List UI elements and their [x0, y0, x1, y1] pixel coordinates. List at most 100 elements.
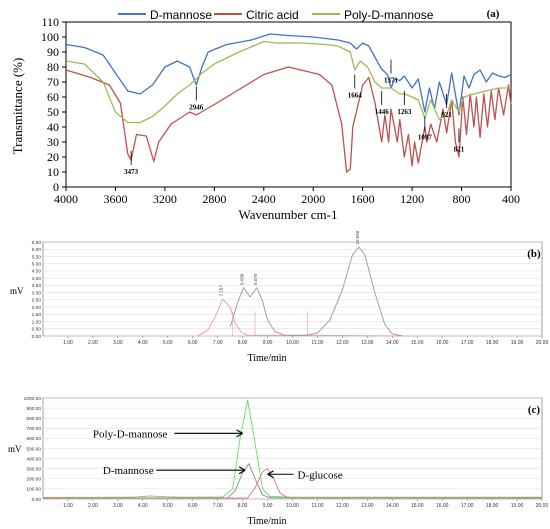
- hplc-c-annotation-poly-d-mannose: Poly-D-mannose: [93, 428, 168, 440]
- hplc-c-annotation-d-mannose: D-mannose: [103, 465, 154, 477]
- ftir-y-tick-label: 0: [53, 180, 59, 194]
- hplc-c-annotation-arrowhead: [238, 466, 246, 475]
- hplc-c-series-poly-d-mannose: [42, 399, 542, 498]
- hplc-b-x-tick-label: 11.00: [311, 340, 323, 346]
- ftir-y-tick-label: 70: [47, 75, 59, 89]
- ftir-x-tick-label: 4000: [54, 192, 78, 206]
- hplc-c-x-tick-label: 10.00: [286, 503, 299, 509]
- ftir-peak-label: 1263: [397, 108, 412, 116]
- hplc-b-x-tick-label: 4.00: [138, 340, 148, 346]
- hplc-b-peak-label: 8.038: [240, 273, 245, 285]
- hplc-c-x-tick-label: 18.00: [486, 503, 499, 509]
- ftir-series-citric-acid: [65, 66, 512, 173]
- hplc-c-x-tick-label: 20.00: [536, 503, 549, 509]
- hplc-c-x-tick-label: 19.00: [511, 503, 524, 509]
- hplc-b-y-tick-label: 5.00: [32, 261, 42, 267]
- hplc-c-x-tick-label: 9.00: [263, 503, 273, 509]
- hplc-c-x-ticks: 1.00 2.00 3.00 4.00 5.00 6.00 7.00 8.00 9.00 10.0…: [63, 499, 548, 509]
- hplc-c-x-tick-label: 14.00: [386, 503, 399, 509]
- ftir-x-tick-label: 2000: [301, 192, 325, 206]
- ftir-x-tick-label: 800: [453, 192, 471, 206]
- ftir-x-axis-title: Wavenumber cm-1: [239, 207, 338, 222]
- hplc-c-annotation-d-glucose: D-glucose: [297, 469, 342, 481]
- hplc-c-panel-label: (c): [528, 404, 541, 416]
- ftir-x-tick-label: 3600: [103, 192, 127, 206]
- hplc-b-x-axis-title: Time/min: [247, 353, 286, 364]
- hplc-c-y-tick-label: 200.00: [26, 477, 41, 483]
- ftir-peak-label: 1446: [375, 108, 390, 116]
- hplc-c-x-tick-label: 8.00: [238, 503, 248, 509]
- hplc-b-x-tick-label: 3.00: [113, 340, 123, 346]
- hplc-c-y-axis-title: mV: [8, 444, 22, 454]
- hplc-c-y-tick-label: 500.00: [26, 446, 41, 452]
- hplc-b-y-tick-label: 2.50: [32, 298, 42, 304]
- hplc-b-x-tick-label: 20.00: [536, 340, 549, 346]
- hplc-c-x-tick-label: 17.00: [461, 503, 474, 509]
- legend-label-d-mannose: D-mannose: [150, 8, 212, 22]
- ftir-series-d-mannose: [65, 33, 512, 116]
- hplc-b-y-tick-label: 0.50: [32, 327, 42, 333]
- hplc-panel-b: 7.197 8.038 8.570 12.656 1.00 2.00 3.00 4.00 5.…: [10, 230, 548, 364]
- hplc-c-y-tick-label: 400.00: [26, 456, 41, 462]
- hplc-c-x-tick-label: 4.00: [138, 503, 148, 509]
- ftir-peak-label: 1097: [418, 134, 433, 142]
- ftir-peak-labels: 3473 2946 1664 1446 1371 1263 1097 921 821: [124, 59, 465, 176]
- hplc-c-y-ticks: 0.00 100.00 200.00 300.00 400.00 500.00 600.00…: [24, 396, 42, 503]
- hplc-b-y-tick-label: 3.00: [32, 290, 42, 296]
- ftir-y-tick-label: 100: [41, 30, 59, 44]
- hplc-c-x-tick-label: 16.00: [436, 503, 449, 509]
- ftir-legend: D-mannose Citric acid Poly-D-mannose: [118, 8, 434, 22]
- ftir-x-ticks: 4000 3600 3200 2800 2400 2000 1600 1200 800 400: [54, 187, 520, 206]
- hplc-c-series-d-glucose: [42, 468, 543, 499]
- hplc-c-annotation-arrowhead: [267, 470, 274, 479]
- hplc-c-x-tick-label: 15.00: [411, 503, 424, 509]
- hplc-b-y-tick-label: 5.50: [32, 254, 42, 260]
- hplc-b-y-tick-label: 6.00: [32, 247, 42, 253]
- hplc-c-y-tick-label: 300.00: [26, 467, 41, 473]
- hplc-b-y-axis-title: mV: [10, 286, 24, 296]
- hplc-b-peak-labels: 7.197 8.038 8.570 12.656: [219, 230, 360, 336]
- hplc-b-panel-label: (b): [527, 248, 541, 260]
- hplc-b-x-tick-label: 17.00: [461, 340, 474, 346]
- ftir-y-tick-label: 10: [47, 165, 59, 179]
- hplc-c-y-tick-label: 600.00: [26, 436, 41, 442]
- ftir-x-tick-label: 400: [502, 192, 520, 206]
- hplc-b-y-tick-label: 4.50: [32, 269, 42, 275]
- hplc-c-y-tick-label: 1000.00: [24, 396, 42, 402]
- ftir-peak-label: 1664: [348, 92, 363, 100]
- hplc-c-series-d-mannose: [42, 463, 543, 499]
- hplc-b-y-tick-label: 0.00: [32, 334, 42, 340]
- hplc-panel-c: 1.00 2.00 3.00 4.00 5.00 6.00 7.00 8.00 9.00 10.0…: [8, 396, 548, 527]
- hplc-c-annotations: Poly-D-mannose D-mannose D-glucose: [93, 428, 343, 481]
- hplc-c-x-axis-title: Time/min: [247, 516, 286, 527]
- hplc-c-series-group: [42, 399, 543, 499]
- hplc-c-x-tick-label: 2.00: [88, 503, 98, 509]
- ftir-y-tick-label: 20: [47, 150, 59, 164]
- ftir-y-tick-label: 90: [47, 45, 59, 59]
- hplc-b-x-tick-label: 8.00: [238, 340, 248, 346]
- hplc-b-y-tick-label: 2.00: [32, 305, 42, 311]
- hplc-c-x-tick-label: 6.00: [188, 503, 198, 509]
- ftir-series-group: [65, 33, 512, 173]
- hplc-b-x-tick-label: 9.00: [263, 340, 273, 346]
- hplc-c-grid: [43, 397, 542, 500]
- hplc-b-grid: [43, 241, 542, 337]
- ftir-series-poly-d-mannose: [65, 40, 511, 124]
- ftir-peak-label: 921: [441, 111, 452, 119]
- legend-label-citric-acid: Citric acid: [246, 8, 299, 22]
- ftir-y-tick-label: 60: [47, 90, 59, 104]
- ftir-y-tick-label: 30: [47, 135, 59, 149]
- hplc-c-x-tick-label: 11.00: [311, 503, 323, 509]
- hplc-b-x-tick-label: 2.00: [88, 340, 98, 346]
- hplc-b-x-tick-label: 1.00: [63, 340, 73, 346]
- hplc-c-annotation-arrowhead: [236, 429, 243, 438]
- hplc-b-y-tick-label: 1.50: [32, 312, 42, 318]
- hplc-c-x-tick-label: 3.00: [113, 503, 123, 509]
- hplc-c-y-tick-label: 100.00: [26, 487, 41, 493]
- ftir-x-tick-label: 1200: [400, 192, 424, 206]
- ftir-x-tick-label: 1600: [351, 192, 375, 206]
- ftir-x-tick-label: 2800: [202, 192, 226, 206]
